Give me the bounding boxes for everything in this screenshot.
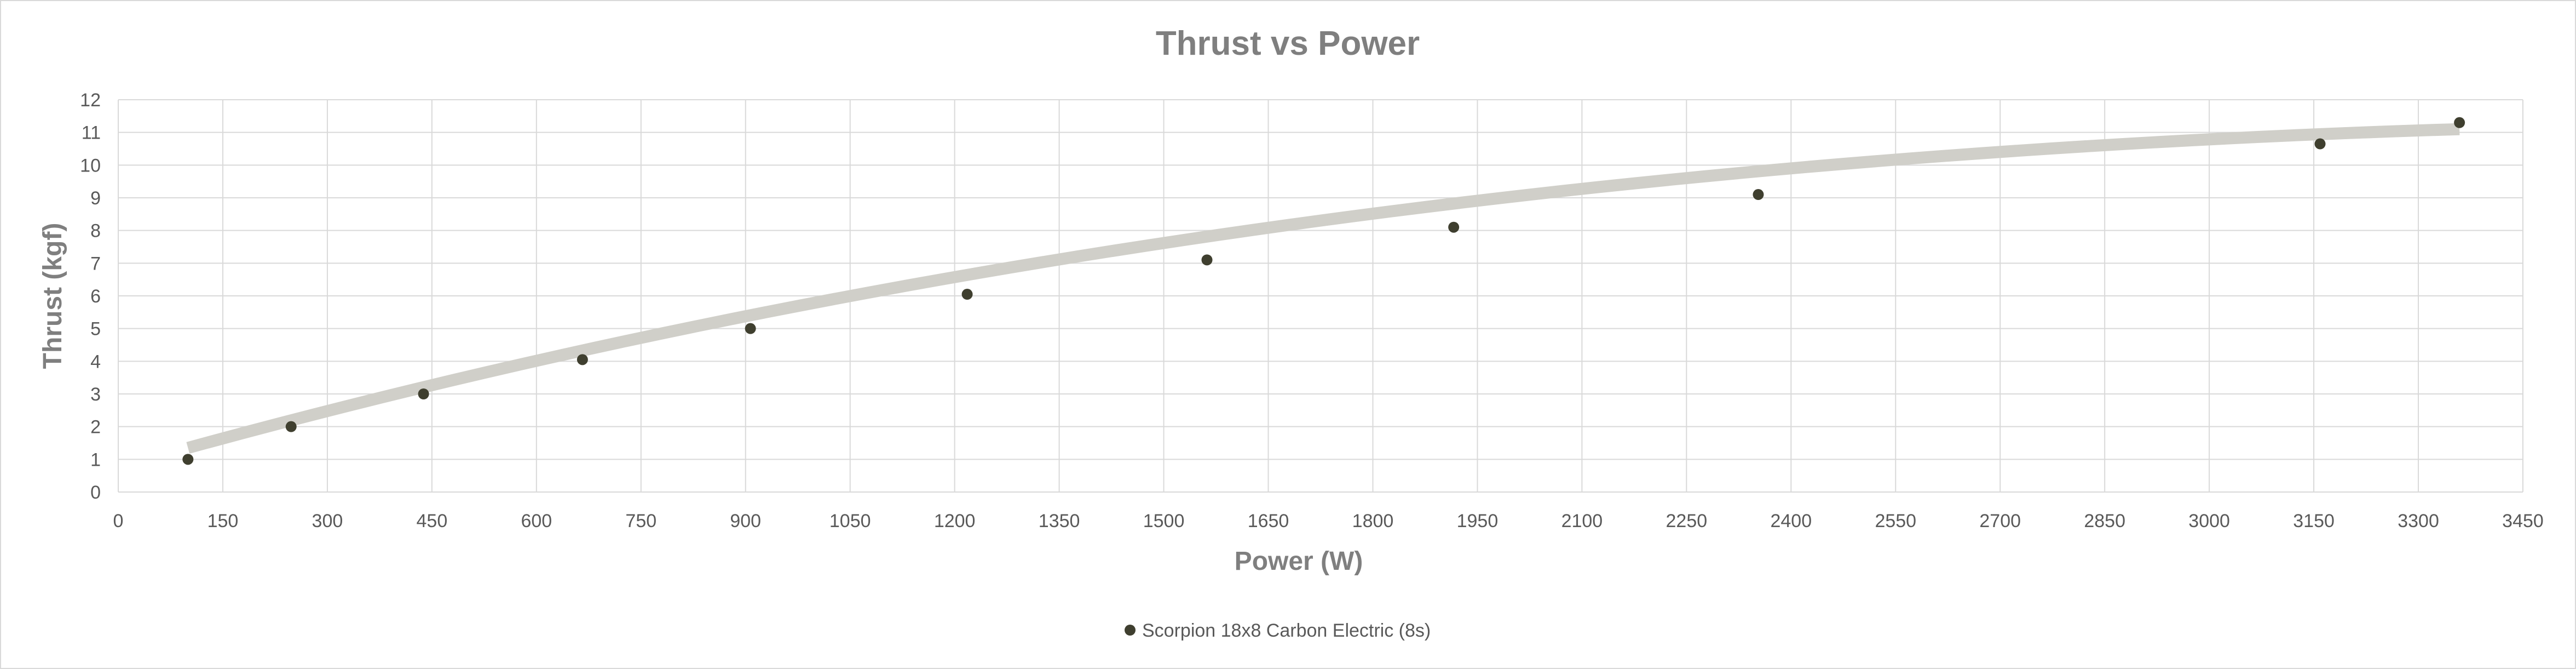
y-tick-label: 12	[80, 90, 101, 111]
y-tick-label: 6	[90, 286, 101, 307]
data-point	[1201, 254, 1213, 266]
y-tick-label: 7	[90, 253, 101, 274]
data-point	[418, 388, 429, 399]
x-tick-label: 1650	[1248, 511, 1289, 531]
x-tick-label: 900	[730, 511, 761, 531]
x-tick-label: 1200	[934, 511, 976, 531]
x-tick-label: 2700	[1979, 511, 2021, 531]
chart-title: Thrust vs Power	[1156, 25, 1420, 62]
data-point	[285, 421, 297, 432]
x-tick-label: 300	[312, 511, 343, 531]
x-tick-label: 0	[113, 511, 124, 531]
legend-marker	[1125, 625, 1136, 636]
gridlines	[118, 99, 2523, 493]
x-tick-label: 750	[625, 511, 656, 531]
x-tick-label: 150	[208, 511, 239, 531]
x-tick-label: 1950	[1457, 511, 1499, 531]
x-tick-label: 1500	[1143, 511, 1185, 531]
x-tick-label: 1350	[1039, 511, 1080, 531]
y-tick-label: 11	[82, 123, 101, 144]
data-point	[182, 454, 194, 465]
y-tick-label: 4	[90, 351, 101, 372]
y-tick-label: 1	[90, 449, 101, 470]
x-tick-label: 3150	[2293, 511, 2335, 531]
data-point	[1753, 189, 1764, 201]
x-tick-label: 1050	[829, 511, 871, 531]
data-point	[961, 289, 973, 300]
y-axis-title: Thrust (kgf)	[38, 223, 67, 369]
y-tick-label: 0	[90, 482, 101, 503]
x-axis-title: Power (W)	[1235, 547, 1363, 576]
x-tick-label: 2550	[1875, 511, 1916, 531]
y-tick-label: 5	[90, 319, 101, 340]
x-tick-label: 600	[521, 511, 552, 531]
y-tick-label: 9	[90, 188, 101, 209]
x-tick-label: 3450	[2502, 511, 2544, 531]
x-tick-label: 450	[417, 511, 448, 531]
data-point	[2454, 117, 2465, 128]
x-tick-label: 2250	[1666, 511, 1708, 531]
y-tick-label: 3	[90, 384, 101, 405]
x-tick-label: 2100	[1561, 511, 1603, 531]
x-tick-label: 2850	[2084, 511, 2125, 531]
x-tick-label: 2400	[1770, 511, 1812, 531]
data-point	[1448, 221, 1460, 233]
data-points	[182, 117, 2465, 465]
x-tick-label: 1800	[1352, 511, 1394, 531]
y-tick-label: 10	[80, 155, 101, 176]
y-tick-label: 2	[90, 417, 101, 438]
x-axis-ticks: 0 150 300 450 600 750 900 1050 1200 1350 1500 1650 1…	[113, 511, 2544, 531]
y-tick-label: 8	[90, 221, 101, 242]
legend-label: Scorpion 18x8 Carbon Electric (8s)	[1142, 620, 1431, 641]
data-point	[577, 354, 588, 365]
x-tick-label: 3300	[2398, 511, 2439, 531]
legend: Scorpion 18x8 Carbon Electric (8s)	[1125, 620, 1431, 641]
data-point	[2314, 138, 2326, 150]
data-point	[745, 323, 756, 334]
trendline	[186, 123, 2460, 454]
x-tick-label: 3000	[2188, 511, 2230, 531]
